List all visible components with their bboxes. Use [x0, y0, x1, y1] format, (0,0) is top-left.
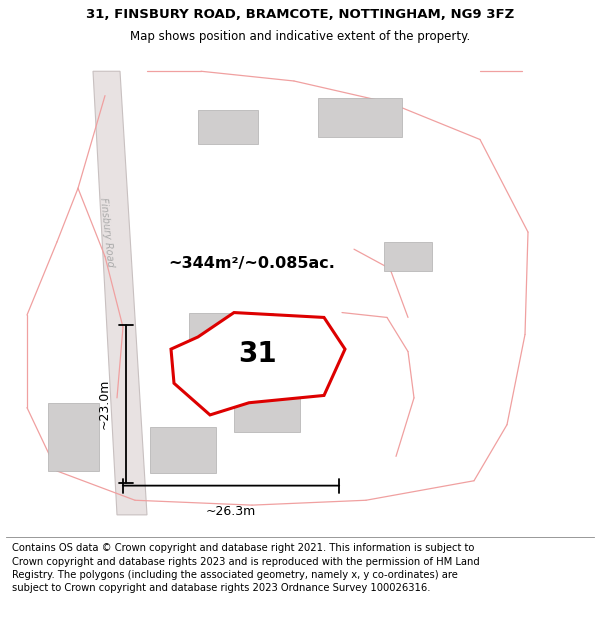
Polygon shape — [150, 427, 216, 474]
Polygon shape — [384, 242, 432, 271]
Text: Map shows position and indicative extent of the property.: Map shows position and indicative extent… — [130, 31, 470, 44]
Polygon shape — [189, 312, 273, 347]
Text: Contains OS data © Crown copyright and database right 2021. This information is : Contains OS data © Crown copyright and d… — [12, 543, 480, 593]
Polygon shape — [48, 402, 99, 471]
Polygon shape — [93, 71, 147, 515]
Text: ~23.0m: ~23.0m — [98, 379, 111, 429]
Text: ~26.3m: ~26.3m — [206, 505, 256, 518]
Polygon shape — [318, 98, 402, 137]
Polygon shape — [210, 349, 318, 396]
Text: 31, FINSBURY ROAD, BRAMCOTE, NOTTINGHAM, NG9 3FZ: 31, FINSBURY ROAD, BRAMCOTE, NOTTINGHAM,… — [86, 8, 514, 21]
Polygon shape — [171, 312, 345, 415]
Polygon shape — [234, 396, 300, 432]
Text: Finsbury Road: Finsbury Road — [98, 197, 115, 268]
Polygon shape — [198, 110, 258, 144]
Text: ~344m²/~0.085ac.: ~344m²/~0.085ac. — [169, 256, 335, 271]
Text: 31: 31 — [239, 340, 277, 368]
